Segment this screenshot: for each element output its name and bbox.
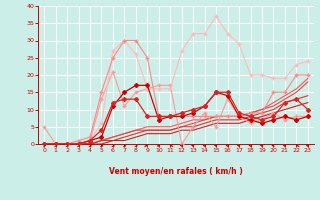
X-axis label: Vent moyen/en rafales ( km/h ): Vent moyen/en rafales ( km/h )	[109, 167, 243, 176]
